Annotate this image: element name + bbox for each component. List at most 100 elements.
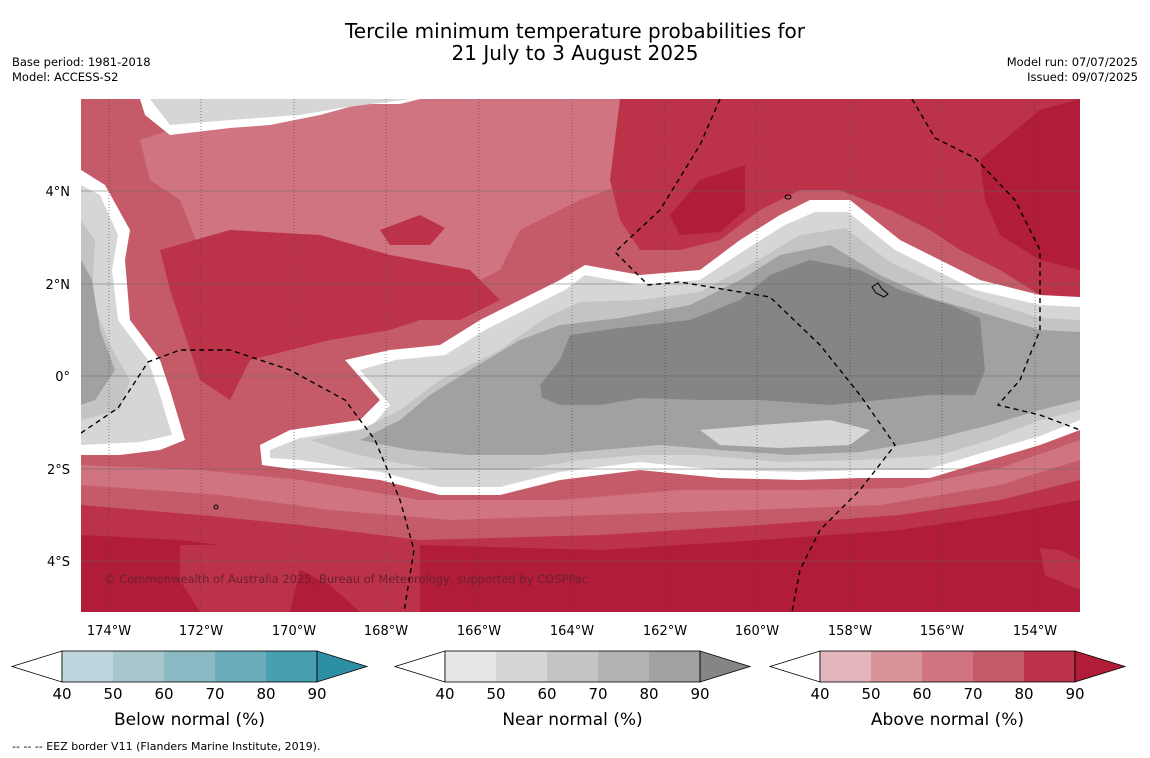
colorbar-tick-label: 60 bbox=[537, 685, 556, 703]
colorbar-segment bbox=[598, 651, 649, 682]
y-tick-label: 0° bbox=[55, 370, 70, 385]
colorbar-tick-label: 70 bbox=[963, 685, 982, 703]
colorbar-tick-label: 50 bbox=[861, 685, 880, 703]
colorbar-segment bbox=[1074, 650, 1127, 683]
colorbar-tick-label: 90 bbox=[307, 685, 326, 703]
colorbar-segment bbox=[215, 651, 266, 682]
colorbar-segment bbox=[62, 651, 113, 682]
island-jarvis bbox=[871, 282, 889, 298]
colorbar-segment bbox=[10, 650, 63, 683]
colorbar-segment bbox=[922, 651, 973, 682]
lat-gridlines bbox=[81, 190, 1080, 562]
colorbar-tick-label: 40 bbox=[52, 685, 71, 703]
x-tick-label: 166°W bbox=[457, 624, 501, 639]
colorbar-tick-label: 70 bbox=[588, 685, 607, 703]
colorbar-near-normal: 40 50 60 70 80 90 Near normal (%) bbox=[393, 650, 752, 730]
colorbar-segment bbox=[164, 651, 215, 682]
colorbar-frame bbox=[819, 650, 1076, 683]
model-name: Model: ACCESS-S2 bbox=[12, 70, 119, 84]
x-tick-label: 156°W bbox=[920, 624, 964, 639]
colorbar-tick-label: 80 bbox=[256, 685, 275, 703]
region-above-80-west bbox=[160, 230, 500, 400]
region-above-90-north bbox=[670, 165, 745, 235]
region-near-80-west bbox=[81, 260, 115, 405]
title-line-2: 21 July to 3 August 2025 bbox=[451, 41, 699, 65]
issued-date: Issued: 09/07/2025 bbox=[1027, 70, 1138, 84]
x-axis-ticks: 174°W 172°W 170°W 168°W 166°W 164°W 162°W 160°W… bbox=[87, 624, 1057, 639]
x-tick-label: 164°W bbox=[550, 624, 594, 639]
colorbar-segment bbox=[547, 651, 598, 682]
colorbar-segment bbox=[316, 650, 369, 683]
colorbar-tick-label: 70 bbox=[205, 685, 224, 703]
x-tick-label: 162°W bbox=[643, 624, 687, 639]
base-period: Base period: 1981-2018 bbox=[12, 55, 151, 69]
colorbar-below-normal: 40 50 60 70 80 90 Below normal (%) bbox=[10, 650, 369, 730]
region-above-90-south bbox=[420, 500, 1080, 612]
colorbar-frame bbox=[444, 650, 701, 683]
y-tick-label: 2°S bbox=[47, 463, 70, 478]
colorbar-segment bbox=[768, 650, 821, 683]
colorbar-tick-label: 60 bbox=[912, 685, 931, 703]
colorbar-segment bbox=[973, 651, 1024, 682]
y-tick-label: 2°N bbox=[46, 278, 71, 293]
eez-border-east bbox=[911, 99, 1080, 431]
colorbar-title: Below normal (%) bbox=[114, 710, 265, 730]
colorbar-tick-label: 80 bbox=[1014, 685, 1033, 703]
colorbar-segment bbox=[113, 651, 164, 682]
colorbar-segment bbox=[649, 651, 700, 682]
colorbar-segment bbox=[871, 651, 922, 682]
y-tick-label: 4°S bbox=[47, 555, 70, 570]
colorbar-segment bbox=[445, 651, 496, 682]
colorbar-tick-label: 50 bbox=[103, 685, 122, 703]
region-above-90-northeast bbox=[980, 99, 1080, 270]
colorbar-title: Near normal (%) bbox=[502, 710, 642, 730]
eez-footnote: -- -- -- EEZ border V11 (Flanders Marine… bbox=[12, 740, 321, 753]
colorbar-tick-label: 80 bbox=[639, 685, 658, 703]
colorbar-segment bbox=[393, 650, 446, 683]
x-tick-label: 154°W bbox=[1013, 624, 1057, 639]
region-above-80-northeast bbox=[610, 99, 1080, 300]
x-tick-label: 160°W bbox=[735, 624, 779, 639]
colorbar-above-normal: 40 50 60 70 80 90 Above normal (%) bbox=[768, 650, 1127, 730]
x-tick-label: 170°W bbox=[272, 624, 316, 639]
eez-border-central bbox=[613, 99, 896, 612]
colorbar-tick-label: 90 bbox=[690, 685, 709, 703]
colorbar-tick-label: 40 bbox=[435, 685, 454, 703]
chart-title: Tercile minimum temperature probabilitie… bbox=[0, 20, 1150, 64]
colorbar-segment bbox=[820, 651, 871, 682]
colorbars: 40 50 60 70 80 90 Below normal (%) 40 50 60 70 80 90… bbox=[10, 650, 1127, 730]
colorbar-segment bbox=[266, 651, 317, 682]
colorbar-frame bbox=[61, 650, 318, 683]
title-line-1: Tercile minimum temperature probabilitie… bbox=[344, 19, 806, 43]
region-near-50-patch bbox=[700, 420, 870, 448]
meta-left: Base period: 1981-2018 Model: ACCESS-S2 bbox=[12, 55, 151, 85]
island-southwest bbox=[213, 504, 219, 510]
copyright-text: © Commonwealth of Australia 2025, Bureau… bbox=[104, 572, 588, 586]
model-run: Model run: 07/07/2025 bbox=[1006, 55, 1138, 69]
region-near-50-top bbox=[150, 99, 410, 125]
eez-border-west bbox=[81, 349, 415, 612]
meta-right: Model run: 07/07/2025 Issued: 09/07/2025 bbox=[1007, 55, 1138, 85]
colorbar-segment bbox=[699, 650, 752, 683]
region-above-80-patch bbox=[380, 215, 445, 245]
eez-borders bbox=[81, 99, 1080, 612]
islands bbox=[213, 194, 889, 510]
colorbar-tick-label: 60 bbox=[154, 685, 173, 703]
colorbar-tick-label: 40 bbox=[810, 685, 829, 703]
region-above-80-se bbox=[1040, 548, 1080, 590]
x-tick-label: 168°W bbox=[364, 624, 408, 639]
colorbar-tick-label: 50 bbox=[486, 685, 505, 703]
region-above-80-patch-south bbox=[180, 545, 300, 612]
y-axis-ticks: 4°N 2°N 0° 2°S 4°S bbox=[46, 185, 71, 570]
x-tick-label: 172°W bbox=[179, 624, 223, 639]
colorbar-segment bbox=[496, 651, 547, 682]
colorbar-segment bbox=[1024, 651, 1075, 682]
probability-field bbox=[81, 99, 1080, 612]
region-near-90-central bbox=[540, 260, 985, 405]
x-tick-label: 158°W bbox=[828, 624, 872, 639]
island-north bbox=[784, 194, 792, 200]
y-tick-label: 4°N bbox=[46, 185, 71, 200]
x-tick-label: 174°W bbox=[87, 624, 131, 639]
colorbar-title: Above normal (%) bbox=[871, 710, 1024, 730]
